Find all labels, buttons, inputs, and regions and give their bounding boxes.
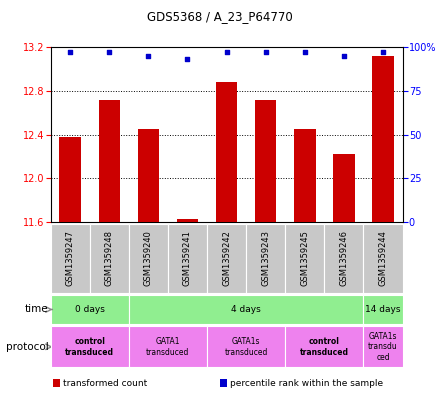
Text: control
transduced: control transduced: [65, 337, 114, 356]
Text: GATA1s
transdu
ced: GATA1s transdu ced: [368, 332, 398, 362]
Bar: [129, 224, 168, 293]
Text: protocol: protocol: [6, 342, 48, 352]
Text: transformed count: transformed count: [63, 379, 147, 387]
Bar: [129, 326, 207, 367]
Point: [66, 49, 73, 55]
Bar: [285, 224, 324, 293]
Point: [184, 56, 191, 62]
Bar: [285, 326, 363, 367]
Point: [106, 49, 113, 55]
Bar: [51, 295, 129, 324]
Bar: [246, 224, 285, 293]
Text: 14 days: 14 days: [365, 305, 401, 314]
Text: GSM1359248: GSM1359248: [105, 230, 114, 286]
Bar: [59, 137, 81, 222]
Text: 4 days: 4 days: [231, 305, 261, 314]
Text: GSM1359243: GSM1359243: [261, 230, 270, 286]
Point: [380, 49, 387, 55]
Bar: [51, 326, 129, 367]
Text: GSM1359241: GSM1359241: [183, 230, 192, 286]
Text: GSM1359246: GSM1359246: [339, 230, 348, 286]
Text: GSM1359247: GSM1359247: [66, 230, 75, 286]
Bar: [99, 99, 120, 222]
Bar: [207, 224, 246, 293]
Bar: [177, 219, 198, 222]
Text: GATA1
transduced: GATA1 transduced: [146, 337, 190, 356]
Text: time: time: [25, 305, 48, 314]
Bar: [207, 326, 285, 367]
Bar: [363, 295, 403, 324]
Point: [262, 49, 269, 55]
Bar: [363, 326, 403, 367]
Bar: [138, 129, 159, 222]
Point: [223, 49, 230, 55]
Bar: [363, 224, 403, 293]
Bar: [129, 295, 363, 324]
Text: GSM1359245: GSM1359245: [301, 230, 309, 286]
Point: [341, 53, 348, 59]
Bar: [294, 129, 315, 222]
Point: [301, 49, 308, 55]
Text: GDS5368 / A_23_P64770: GDS5368 / A_23_P64770: [147, 10, 293, 23]
Bar: [51, 224, 90, 293]
Bar: [333, 154, 355, 222]
Text: GATA1s
transduced: GATA1s transduced: [224, 337, 268, 356]
Text: GSM1359240: GSM1359240: [144, 230, 153, 286]
Bar: [216, 82, 237, 222]
Bar: [168, 224, 207, 293]
Text: percentile rank within the sample: percentile rank within the sample: [230, 379, 383, 387]
Point: [145, 53, 152, 59]
Bar: [324, 224, 363, 293]
Bar: [90, 224, 129, 293]
Text: GSM1359244: GSM1359244: [378, 230, 388, 286]
Text: GSM1359242: GSM1359242: [222, 230, 231, 286]
Text: 0 days: 0 days: [75, 305, 105, 314]
Bar: [255, 99, 276, 222]
Text: control
transduced: control transduced: [300, 337, 349, 356]
Bar: [372, 56, 394, 222]
